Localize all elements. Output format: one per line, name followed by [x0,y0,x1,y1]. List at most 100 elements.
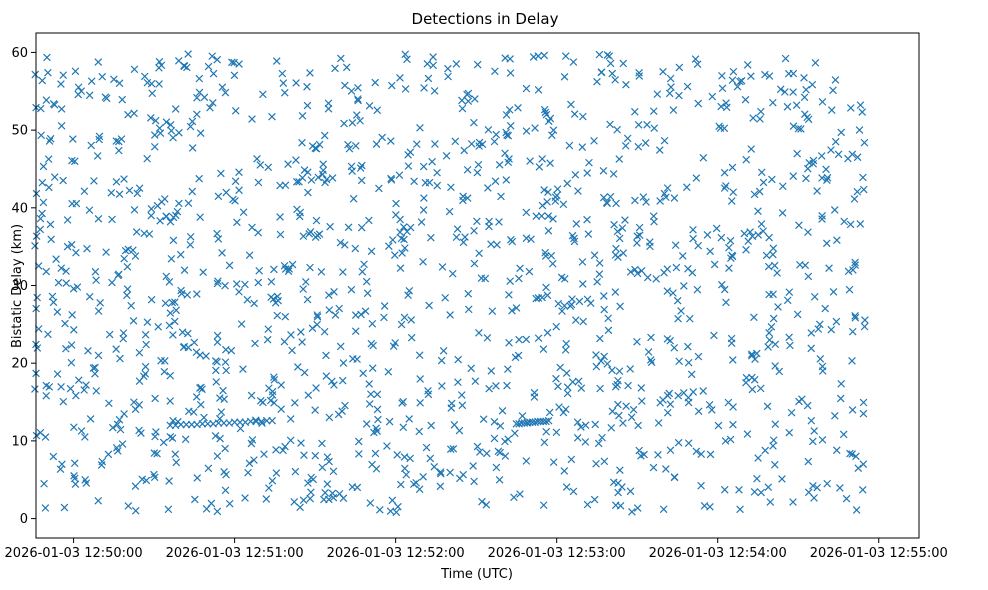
scatter-point [831,76,840,84]
scatter-point [436,482,445,491]
scatter-point [579,112,587,121]
scatter-point [540,51,549,60]
scatter-point [754,207,762,216]
scatter-point [94,351,103,360]
scatter-point [694,99,703,108]
scatter-point [818,98,827,106]
scatter-point [338,407,346,415]
scatter-point [457,391,466,399]
scatter-point [214,192,223,201]
x-tick-label: 2026-01-03 12:51:00 [166,546,304,561]
scatter-point [684,398,693,407]
scatter-point [175,128,183,137]
scatter-point [497,192,505,201]
scatter-point [155,57,164,66]
scatter-point [172,458,181,467]
scatter-point [475,329,483,337]
scatter-point [428,157,436,166]
scatter-point [437,469,445,478]
scatter-point [470,118,478,127]
scatter-point [125,186,134,195]
scatter-point [495,475,504,484]
scatter-point [567,455,576,464]
scatter-point [537,212,546,220]
scatter-point [419,472,427,481]
scatter-point [74,83,83,92]
scatter-point [470,259,479,268]
scatter-point [357,176,366,185]
scatter-point [619,419,627,427]
scatter-point [626,365,635,373]
scatter-point [59,176,67,185]
scatter-point [165,321,174,330]
scatter-point [319,160,328,169]
scatter-point [206,103,214,112]
scatter-point [501,437,509,446]
scatter-point [118,95,127,104]
scatter-point [406,454,414,463]
scatter-point [463,194,472,202]
scatter-point [554,382,562,391]
scatter-point [827,106,836,114]
scatter-point [807,416,816,425]
scatter-point [383,442,391,450]
scatter-point [140,72,149,81]
scatter-point [168,434,177,442]
scatter-point [851,312,859,320]
scatter-point [453,225,462,233]
scatter-point [308,324,317,333]
scatter-point [81,476,90,484]
scatter-point [600,457,609,466]
scatter-point [298,138,306,147]
scatter-point [114,271,122,280]
scatter-point [87,141,96,150]
scatter-point [860,138,869,147]
scatter-point [673,296,682,305]
scatter-point [58,460,66,469]
scatter-point [371,449,380,458]
scatter-point [66,384,75,393]
scatter-point [164,505,173,514]
scatter-point [670,473,679,481]
scatter-point [770,261,779,270]
scatter-point [742,155,751,164]
scatter-point [196,213,204,221]
scatter-point [639,193,648,201]
scatter-point [441,293,450,302]
scatter-point [142,340,150,349]
scatter-point [322,351,330,360]
scatter-point [216,434,224,443]
scatter-point [40,479,48,488]
scatter-point [631,265,639,274]
scatter-point [765,72,774,80]
scatter-point [390,251,399,259]
scatter-point [80,187,89,196]
scatter-point [856,220,865,228]
scatter-point [525,267,534,276]
scatter-point [85,91,94,100]
scatter-point [633,239,641,247]
scatter-point [248,115,256,123]
scatter-point [31,70,40,79]
scatter-point [175,199,183,208]
scatter-point [558,307,566,315]
scatter-point [375,506,384,514]
scatter-point [69,325,78,334]
scatter-point [475,249,483,258]
scatter-point [304,188,312,197]
scatter-point [622,402,630,411]
scatter-point [805,158,814,167]
scatter-point [36,225,45,234]
scatter-point [548,131,556,140]
scatter-point [351,142,360,150]
scatter-point [479,415,488,424]
scatter-point [637,384,646,392]
scatter-point [120,175,128,183]
scatter-point [46,220,55,229]
scatter-point [412,478,420,487]
scatter-point [848,150,857,159]
scatter-point [231,196,239,205]
scatter-point [829,86,837,95]
scatter-point [86,415,95,423]
scatter-point [674,314,682,323]
